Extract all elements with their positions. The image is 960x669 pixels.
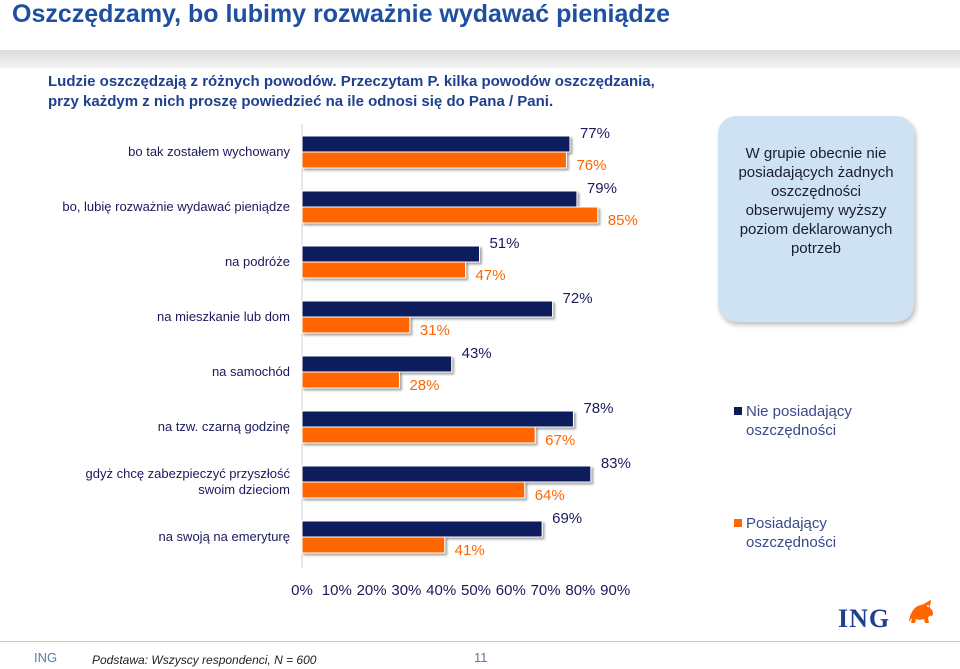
intro-line-1: Ludzie oszczędzają z różnych powodów. Pr…: [48, 73, 655, 90]
legend-swatch-series2: [734, 519, 742, 527]
page-title: Oszczędzamy, bo lubimy rozważnie wydawać…: [12, 0, 671, 28]
footer-base-note: Podstawa: Wszyscy respondenci, N = 600: [92, 653, 317, 667]
category-label: na swoją na emeryturę: [158, 529, 290, 544]
bar-series1: [301, 135, 571, 153]
category-label: na samochód: [212, 364, 290, 379]
bar-series2: [301, 151, 567, 169]
value-label-series2: 76%: [576, 157, 606, 174]
value-label-series1: 43%: [462, 345, 492, 362]
bar-series2: [301, 536, 446, 554]
value-label-series1: 77%: [580, 125, 610, 142]
x-tick-label: 20%: [357, 582, 387, 599]
legend-item-series1: Nie posiadający oszczędności: [734, 402, 866, 440]
legend-swatch-series1: [734, 407, 742, 415]
bar-series2: [301, 481, 526, 499]
footer-divider: [0, 641, 960, 642]
category-label: na podróże: [225, 254, 290, 269]
x-tick-label: 50%: [461, 582, 491, 599]
bar-series2: [301, 371, 400, 389]
x-tick-label: 90%: [600, 582, 630, 599]
value-label-series2: 67%: [545, 432, 575, 449]
ing-logo: ING: [838, 600, 934, 634]
bar-series1: [301, 410, 574, 428]
intro-line-2: przy każdym z nich proszę powiedzieć na …: [48, 93, 554, 110]
bar-series2: [301, 316, 411, 334]
value-label-series1: 78%: [583, 400, 613, 417]
header-bar: [0, 50, 960, 68]
legend-label-series2: Posiadający oszczędności: [746, 515, 837, 551]
ing-logo-text: ING: [838, 604, 891, 633]
value-label-series2: 64%: [535, 487, 565, 504]
footer-brand: ING: [34, 650, 58, 665]
category-label: na mieszkanie lub dom: [157, 309, 290, 324]
x-tick-label: 60%: [496, 582, 526, 599]
callout-text: W grupie obecnie nie posiadających żadny…: [738, 145, 894, 257]
value-label-series2: 41%: [455, 542, 485, 559]
page-number: 11: [474, 650, 488, 665]
value-label-series1: 72%: [563, 290, 593, 307]
value-label-series2: 28%: [409, 377, 439, 394]
bar-series1: [301, 465, 592, 483]
category-label: na tzw. czarną godzinę: [158, 419, 290, 434]
x-tick-label: 70%: [531, 582, 561, 599]
x-tick-label: 30%: [391, 582, 421, 599]
x-tick-label: 80%: [565, 582, 595, 599]
bar-series1: [301, 355, 453, 373]
category-label: bo, lubię rozważnie wydawać pieniądze: [62, 199, 290, 214]
bar-series1: [301, 190, 578, 208]
bar-series1: [301, 245, 480, 263]
legend-label-series1: Nie posiadający oszczędności: [746, 403, 852, 439]
value-label-series1: 69%: [552, 510, 582, 527]
legend-item-series2: Posiadający oszczędności: [734, 514, 866, 552]
x-tick-label: 10%: [322, 582, 352, 599]
lion-icon: [909, 600, 934, 623]
bar-series2: [301, 426, 536, 444]
x-tick-label: 40%: [426, 582, 456, 599]
callout-box: W grupie obecnie nie posiadających żadny…: [718, 116, 914, 322]
bar-series2: [301, 261, 467, 279]
value-label-series2: 47%: [476, 267, 506, 284]
x-tick-label: 0%: [291, 582, 313, 599]
bar-chart: bo tak zostałem wychowany 77% 76% bo, lubię…: [62, 124, 638, 599]
bar-series1: [301, 520, 543, 538]
category-label: bo tak zostałem wychowany: [128, 144, 290, 159]
bar-series2: [301, 206, 599, 224]
intro-text: Ludzie oszczędzają z różnych powodów. Pr…: [48, 72, 655, 112]
value-label-series1: 83%: [601, 455, 631, 472]
value-label-series2: 31%: [420, 322, 450, 339]
value-label-series2: 85%: [608, 212, 638, 229]
value-label-series1: 79%: [587, 180, 617, 197]
bar-series1: [301, 300, 554, 318]
category-label: gdyż chcę zabezpieczyć przyszłość swoim d…: [86, 466, 291, 497]
value-label-series1: 51%: [489, 235, 519, 252]
